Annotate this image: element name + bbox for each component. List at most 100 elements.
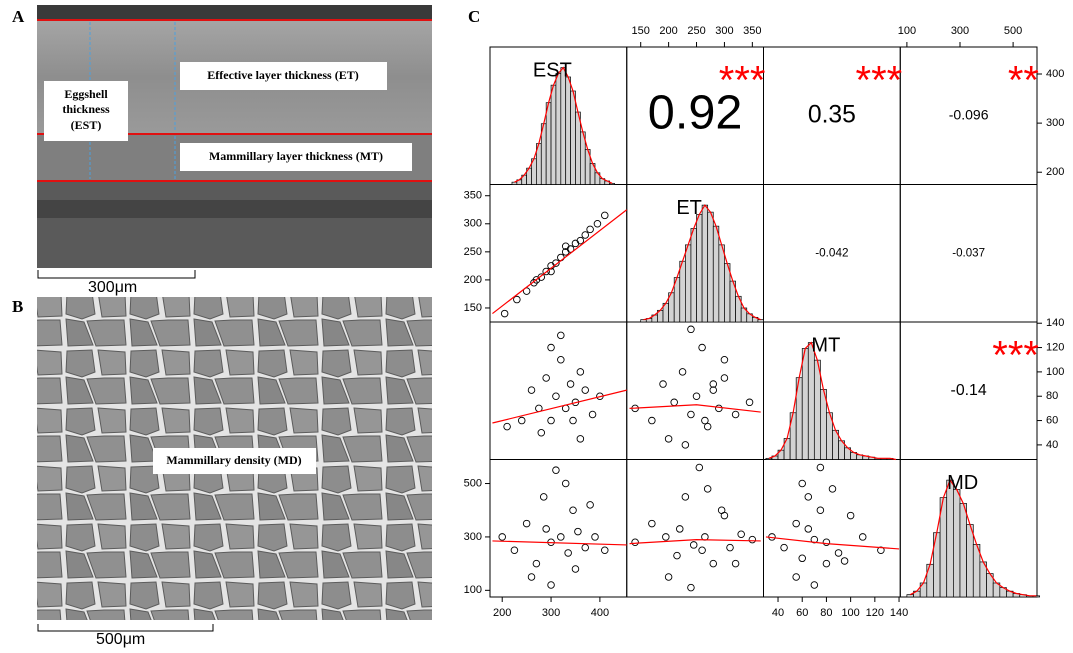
point: [558, 534, 565, 541]
point: [817, 507, 824, 514]
point: [523, 520, 530, 527]
scale-label: 300μm: [88, 279, 137, 296]
point: [540, 494, 547, 501]
hist-bar: [973, 544, 980, 597]
point: [710, 381, 717, 388]
label: thickness: [62, 102, 110, 116]
point: [567, 381, 574, 388]
point: [565, 550, 572, 557]
point: [721, 375, 728, 382]
point: [582, 387, 589, 394]
point: [738, 531, 745, 538]
point: [632, 539, 639, 546]
x-tick-label: 100: [841, 607, 859, 619]
point: [690, 542, 697, 549]
point: [688, 584, 695, 591]
significance: ***: [856, 59, 903, 103]
x-tick-label: 500: [1004, 25, 1022, 37]
label: (EST): [71, 118, 102, 132]
point: [594, 220, 601, 227]
point: [575, 528, 582, 535]
point: [558, 332, 565, 339]
point: [553, 393, 560, 400]
y-tick-label: 100: [464, 584, 482, 596]
membrane-band: [37, 200, 432, 218]
variable-name: MT: [811, 334, 840, 356]
hist-bar: [697, 214, 703, 322]
x-tick-label: 300: [951, 25, 969, 37]
point: [682, 494, 689, 501]
x-tick-label: 140: [890, 607, 908, 619]
hist-bar: [556, 73, 561, 184]
panel-label: B: [12, 297, 23, 316]
point: [582, 544, 589, 551]
point: [793, 520, 800, 527]
point: [663, 534, 670, 541]
point: [817, 464, 824, 471]
y-tick-label: 500: [464, 477, 482, 489]
label: Mammillary density (MD): [166, 453, 301, 467]
correlation: -0.096: [949, 106, 989, 122]
hist-bar: [758, 320, 764, 322]
point: [841, 558, 848, 565]
point: [511, 547, 518, 554]
point: [721, 356, 728, 363]
y-tick-label: 350: [464, 190, 482, 202]
point: [732, 560, 739, 567]
significance: ***: [719, 59, 766, 103]
smooth-line: [766, 537, 899, 549]
hist-bar: [947, 480, 954, 597]
point: [682, 442, 689, 449]
panel-label: A: [12, 7, 25, 26]
point: [562, 480, 569, 487]
hist-bar: [808, 343, 814, 460]
y-tick-label: 300: [1046, 117, 1064, 129]
significance: **: [1008, 59, 1039, 103]
y-tick-label: 400: [1046, 68, 1064, 80]
point: [679, 369, 686, 376]
x-tick-label: 350: [743, 25, 761, 37]
hist-bar: [546, 103, 551, 185]
point: [601, 547, 608, 554]
y-tick-label: 40: [1046, 439, 1058, 451]
point: [721, 512, 728, 519]
point: [805, 526, 812, 533]
point: [570, 417, 577, 424]
point: [504, 423, 511, 430]
point: [688, 326, 695, 333]
figure: A Eggshell thickness (EST) Effective lay…: [0, 0, 1073, 648]
hist-bar: [802, 348, 808, 459]
point: [811, 582, 818, 589]
label: Eggshell: [64, 87, 108, 101]
variable-name: ET: [676, 197, 702, 219]
point: [572, 240, 579, 247]
point: [835, 550, 842, 557]
panel-frame: [764, 460, 901, 598]
point: [781, 544, 788, 551]
point: [710, 387, 717, 394]
point: [570, 507, 577, 514]
point: [674, 552, 681, 559]
point: [746, 399, 753, 406]
panel-frame: [627, 322, 764, 460]
hist-bar: [551, 85, 556, 184]
image-top: [37, 5, 432, 20]
point: [727, 544, 734, 551]
point: [518, 417, 525, 424]
y-tick-label: 120: [1046, 341, 1064, 353]
hist-bar: [685, 245, 691, 322]
point: [702, 417, 709, 424]
hist-bar: [766, 458, 772, 459]
scale-label: 500μm: [96, 631, 145, 648]
x-tick-label: 200: [493, 607, 511, 619]
x-tick-label: 400: [591, 607, 609, 619]
y-tick-label: 150: [464, 302, 482, 314]
variable-name: EST: [533, 59, 572, 81]
x-tick-label: 60: [796, 607, 808, 619]
hist-bar: [953, 489, 960, 597]
scale-bar: [38, 270, 195, 278]
hist-bar: [561, 68, 566, 185]
point: [548, 582, 555, 589]
point: [671, 399, 678, 406]
point: [543, 526, 550, 533]
